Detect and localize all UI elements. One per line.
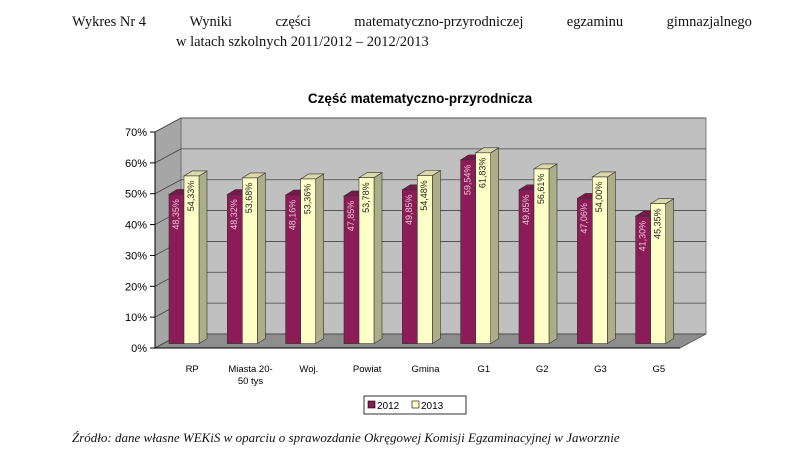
legend-label-2012: 2012	[377, 401, 400, 412]
bar-2013-side	[607, 171, 616, 345]
bar-2013-data-label: 53,68%	[244, 183, 254, 214]
bar-2012-data-label: 41,30%	[638, 221, 648, 252]
bar-2013-side	[548, 163, 558, 345]
y-tick-label: 60%	[125, 158, 147, 170]
bar-2013-side	[315, 173, 324, 345]
bar-2013-side	[257, 172, 266, 345]
x-category-label: G3	[594, 364, 607, 375]
caption-word: części	[275, 14, 311, 30]
bar-2013: 54,33%	[182, 170, 209, 345]
bar-2012-data-label: 49,85%	[404, 195, 414, 226]
bar-2012-data-label: 48,32%	[229, 199, 239, 230]
caption-line2: w latach szkolnych 2011/2012 – 2012/2013	[176, 34, 429, 50]
bar-2013: 53,78%	[357, 172, 384, 345]
x-category-label: G5	[652, 364, 665, 375]
bar-2012-data-label: 47,06%	[579, 203, 589, 234]
x-category-label: 50 tys	[238, 376, 264, 387]
figure-caption: Wykres Nr 4 Wyniki części matematyczno-p…	[72, 14, 752, 51]
caption-word: gimnazjalnego	[666, 14, 752, 30]
x-category-label: Miasta 20-	[228, 364, 272, 375]
bar-2012-data-label: 59,54%	[463, 165, 473, 196]
y-tick-label: 20%	[125, 281, 147, 293]
y-tick-label: 70%	[125, 127, 147, 139]
y-tick-label: 10%	[125, 312, 147, 324]
caption-word: matematyczno-przyrodniczej	[354, 14, 524, 30]
bar-2013: 61,83%	[474, 147, 500, 345]
bar-2013-data-label: 56,61%	[536, 174, 546, 205]
bar-2013-data-label: 61,83%	[478, 158, 488, 189]
x-category-label: RP	[186, 364, 199, 375]
x-category-label: Powiat	[353, 364, 382, 375]
gridline-side	[154, 117, 182, 133]
gridline-side	[154, 179, 182, 195]
bar-2013-front	[300, 178, 316, 344]
caption-label: Wykres Nr 4	[72, 14, 147, 30]
bar-2012-data-label: 49,85%	[521, 195, 531, 226]
y-axis-ticks: 0% 10% 20% 30% 40% 50% 60% 70%	[125, 117, 706, 355]
bar-2013-side	[665, 198, 674, 345]
x-category-label: G2	[536, 364, 549, 375]
caption-word: egzaminu	[566, 14, 624, 30]
bar-2013: 56,61%	[532, 163, 559, 345]
bar-2013-front	[650, 203, 666, 344]
bar-2013-data-label: 45,35%	[653, 208, 663, 239]
y-tick-label: 30%	[125, 250, 147, 262]
bar-2013: 45,35%	[649, 198, 675, 345]
x-category-label: Woj.	[299, 364, 318, 375]
bar-2013-front	[475, 152, 491, 344]
bar-2013: 53,68%	[241, 172, 267, 345]
y-tick-label: 50%	[125, 189, 147, 201]
bar-2012-data-label: 47,85%	[346, 201, 356, 232]
bar-2013-front	[183, 175, 200, 344]
bar-2013-front	[358, 177, 375, 344]
bar-2013-front	[417, 175, 433, 344]
bars: 48,35% 54,33% 48,32% 53,68% 48,16% 53,36% 47,8…	[167, 147, 675, 345]
bar-2013: 54,00%	[591, 171, 617, 345]
bar-2013-data-label: 54,00%	[594, 182, 604, 213]
legend: 2012 2013	[363, 395, 467, 415]
bar-2013-data-label: 53,36%	[303, 184, 313, 215]
legend-swatch-2013	[411, 400, 420, 409]
bar-2013: 54,48%	[416, 169, 442, 345]
bar-2013-side	[373, 172, 383, 345]
x-category-label: G1	[477, 364, 490, 375]
x-axis-labels: RP Miasta 20-50 tys Woj. Powiat Gmina G1 G2 G3 G…	[186, 364, 666, 387]
bar-2013-data-label: 54,33%	[186, 181, 196, 212]
bar-2013-front	[592, 176, 608, 344]
bar-2013-side	[198, 170, 208, 345]
bar-2013-side	[490, 147, 499, 345]
x-category-label: Gmina	[412, 364, 441, 375]
bar-2013-side	[432, 169, 441, 345]
bar-2013-data-label: 54,48%	[419, 180, 429, 211]
legend-swatch-2012	[367, 400, 376, 409]
gridline-side	[154, 148, 182, 164]
chart-title: Część matematyczno-przyrodnicza	[308, 91, 533, 106]
bar-2013-front	[533, 168, 550, 344]
bar-2013-data-label: 53,78%	[361, 182, 371, 213]
bar-2012-data-label: 48,16%	[288, 200, 298, 231]
y-tick-label: 0%	[131, 343, 147, 355]
legend-label-2013: 2013	[421, 401, 444, 412]
bar-2013: 53,36%	[299, 173, 325, 345]
bar-2012-data-label: 48,35%	[171, 199, 181, 230]
bar-2013-front	[242, 177, 258, 344]
y-tick-label: 40%	[125, 220, 147, 232]
source-note: Źródło: dane własne WEKiS w oparciu o sp…	[72, 430, 620, 445]
caption-word: Wyniki	[189, 14, 233, 30]
